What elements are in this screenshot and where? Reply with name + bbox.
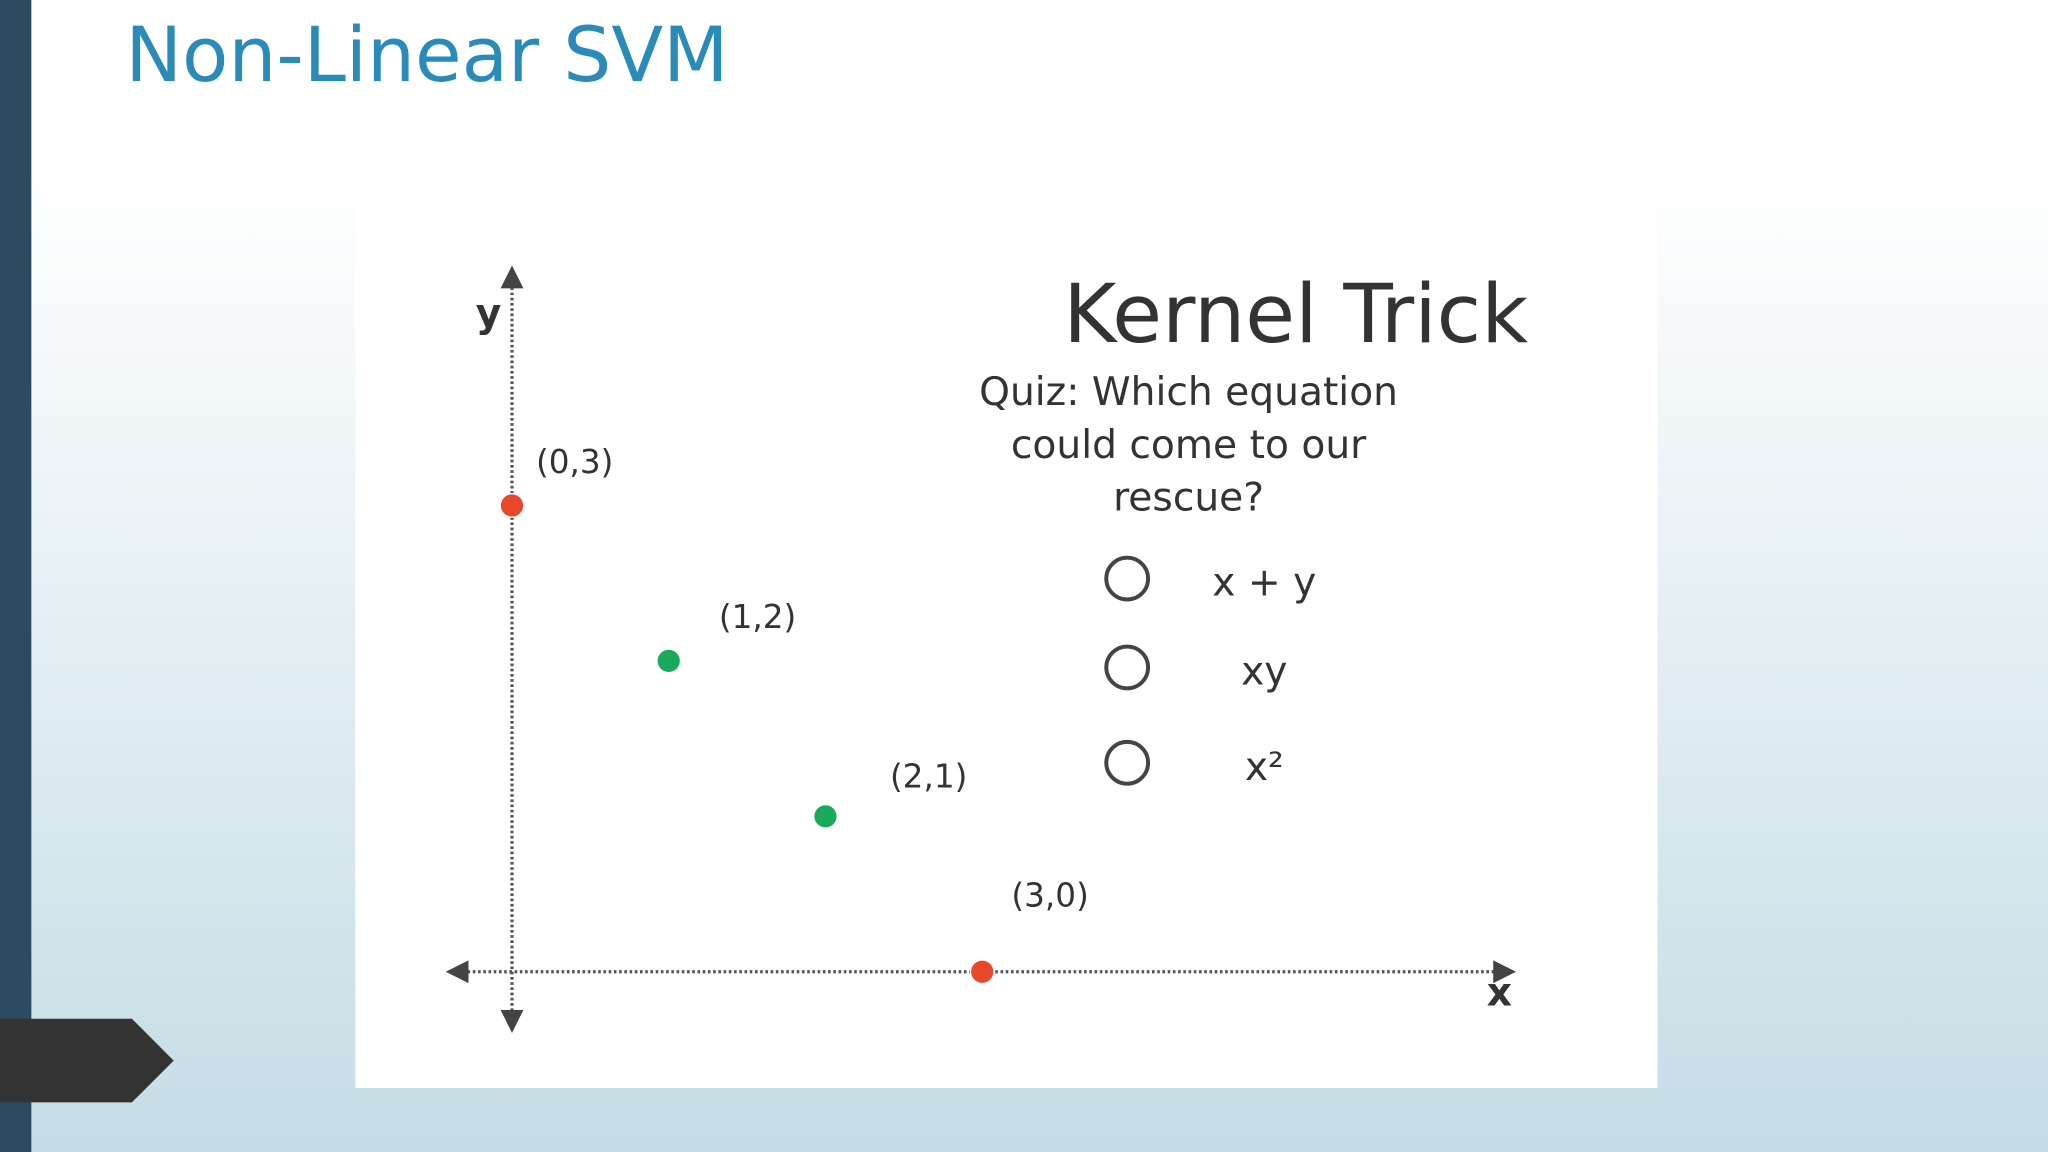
nav-arrow [0, 1018, 174, 1103]
radio-button [1104, 739, 1151, 786]
point-label: (2,1) [890, 758, 967, 796]
radio-button [1104, 555, 1151, 602]
option-label: x + y [1212, 561, 1316, 606]
points: (0,3) (1,2) (2,1) (3,0) [499, 443, 1089, 985]
quiz: Quiz: Which equation could come to our res… [979, 370, 1398, 521]
options: x + y xy x² [1104, 555, 1316, 790]
data-point [969, 959, 995, 985]
quiz-line: Quiz: Which equation [979, 370, 1398, 415]
data-point [813, 803, 838, 829]
data-point [656, 648, 682, 674]
point-label: (0,3) [536, 443, 613, 481]
y-axis-label: y [476, 292, 502, 337]
point-label: (1,2) [719, 598, 796, 636]
data-point [499, 493, 525, 518]
quiz-line: rescue? [1113, 476, 1264, 521]
option-label: x² [1245, 745, 1284, 790]
figure-panel [355, 193, 1658, 1088]
side-bar [0, 0, 32, 1152]
radio-button [1104, 644, 1151, 691]
slide-title: Non-Linear SVM [125, 11, 728, 99]
quiz-line: could come to our [1011, 423, 1367, 468]
figure-title: Kernel Trick [1063, 268, 1528, 362]
x-axis-label: x [1487, 971, 1512, 1016]
option-label: xy [1241, 649, 1287, 694]
point-label: (3,0) [1011, 876, 1088, 914]
